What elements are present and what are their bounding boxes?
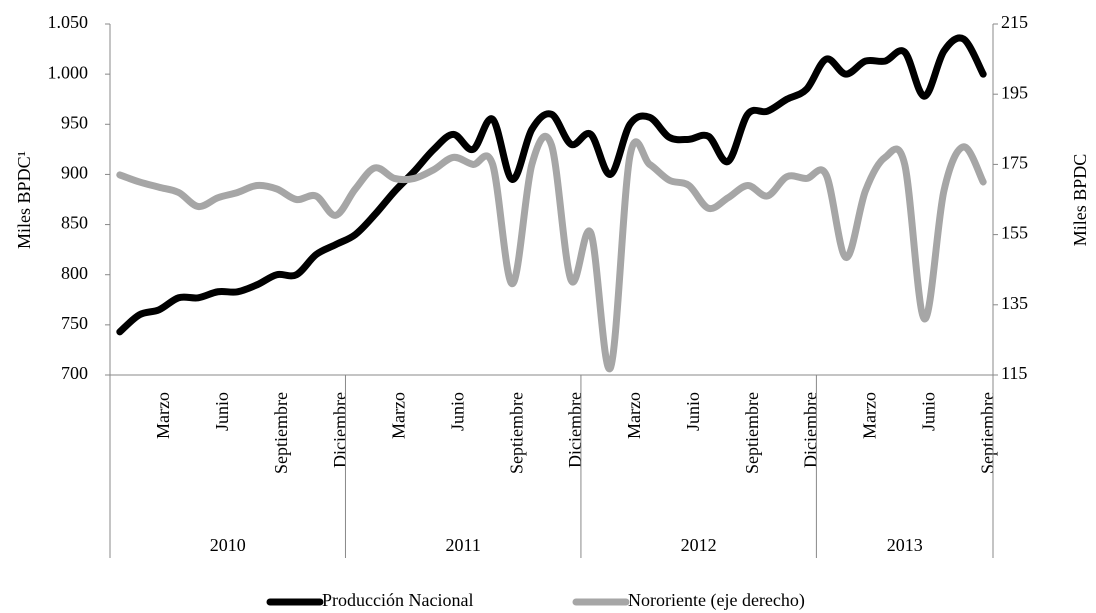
y-tick-label: 950 (61, 112, 88, 132)
x-tick-label: Septiembre (506, 392, 526, 474)
y2-axis-label: Miles BPDC (1070, 154, 1090, 247)
x-tick-label: Marzo (860, 392, 880, 439)
series-line (116, 133, 987, 372)
y2-tick-label: 115 (1001, 363, 1027, 383)
x-group-label: 2012 (681, 535, 717, 555)
y2-tick-label: 195 (1001, 82, 1028, 102)
y-tick-label: 750 (61, 313, 88, 333)
x-group-label: 2013 (887, 535, 923, 555)
y2-tick-label: 175 (1001, 153, 1028, 173)
x-tick-label: Diciembre (801, 392, 821, 468)
y2-tick-label: 215 (1001, 12, 1028, 32)
x-tick-label: Diciembre (565, 392, 585, 468)
y-tick-label: 1.000 (48, 62, 89, 82)
x-tick-label: Septiembre (742, 392, 762, 474)
x-tick-label: Junio (683, 392, 703, 431)
x-tick-label: Septiembre (977, 392, 997, 474)
y-tick-label: 800 (61, 263, 88, 283)
x-tick-label: Diciembre (330, 392, 350, 468)
x-group-label: 2010 (210, 535, 246, 555)
y-tick-label: 900 (61, 163, 88, 183)
y2-tick-label: 155 (1001, 223, 1028, 243)
y-tick-label: 700 (61, 363, 88, 383)
y2-tick-label: 135 (1001, 293, 1028, 313)
legend-label: Nororiente (eje derecho) (628, 590, 805, 611)
y-axis-label: Miles BPDC¹ (14, 151, 34, 249)
x-tick-label: Junio (448, 392, 468, 431)
x-group-label: 2011 (446, 535, 481, 555)
x-tick-label: Septiembre (271, 392, 291, 474)
x-tick-label: Junio (918, 392, 938, 431)
x-tick-label: Marzo (389, 392, 409, 439)
series-line (116, 34, 987, 336)
x-tick-label: Marzo (153, 392, 173, 439)
y-tick-label: 850 (61, 213, 88, 233)
y-tick-label: 1.050 (48, 12, 89, 32)
x-tick-label: Marzo (624, 392, 644, 439)
x-tick-label: Junio (212, 392, 232, 431)
legend-label: Producción Nacional (322, 590, 473, 610)
